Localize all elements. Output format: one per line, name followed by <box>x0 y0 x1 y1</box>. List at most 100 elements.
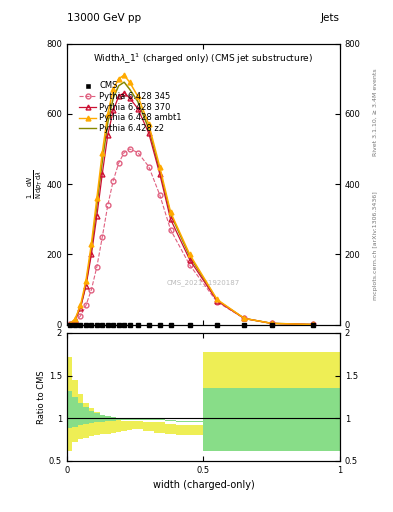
Pythia 6.428 z2 <box>122 79 127 86</box>
Pythia 6.428 z2 <box>116 82 121 89</box>
Pythia 6.428 345 <box>242 315 247 322</box>
Pythia 6.428 ambt1 <box>136 93 140 99</box>
Pythia 6.428 z2 <box>84 281 88 287</box>
Pythia 6.428 z2 <box>310 322 315 328</box>
Text: 13000 GeV pp: 13000 GeV pp <box>67 13 141 23</box>
Pythia 6.428 z2 <box>168 211 173 217</box>
Pythia 6.428 370 <box>100 170 105 177</box>
Pythia 6.428 370 <box>242 315 247 322</box>
Pythia 6.428 ambt1 <box>100 150 105 156</box>
Pythia 6.428 370 <box>94 212 99 219</box>
Pythia 6.428 ambt1 <box>89 241 94 247</box>
Pythia 6.428 z2 <box>111 95 116 101</box>
Pythia 6.428 ambt1 <box>84 278 88 284</box>
CMS <box>94 322 99 328</box>
Pythia 6.428 z2 <box>157 167 162 173</box>
Pythia 6.428 370 <box>147 130 151 136</box>
Pythia 6.428 345 <box>122 150 127 156</box>
CMS <box>73 322 77 328</box>
Pythia 6.428 370 <box>310 322 315 328</box>
Text: Rivet 3.1.10, ≥ 3.4M events: Rivet 3.1.10, ≥ 3.4M events <box>373 69 378 157</box>
Pythia 6.428 ambt1 <box>111 86 116 92</box>
Pythia 6.428 z2 <box>242 315 247 322</box>
Pythia 6.428 z2 <box>78 304 83 310</box>
CMS <box>100 322 105 328</box>
Pythia 6.428 z2 <box>105 119 110 125</box>
Pythia 6.428 345 <box>269 321 274 327</box>
Pythia 6.428 ambt1 <box>310 322 315 328</box>
CMS <box>105 322 110 328</box>
X-axis label: width (charged-only): width (charged-only) <box>152 480 254 490</box>
Pythia 6.428 345 <box>78 313 83 319</box>
Line: Pythia 6.428 ambt1: Pythia 6.428 ambt1 <box>67 73 315 327</box>
Pythia 6.428 345 <box>136 150 140 156</box>
Pythia 6.428 ambt1 <box>147 121 151 127</box>
Pythia 6.428 ambt1 <box>73 316 77 322</box>
Pythia 6.428 370 <box>269 321 274 327</box>
Pythia 6.428 ambt1 <box>242 315 247 322</box>
CMS <box>168 322 173 328</box>
Pythia 6.428 z2 <box>187 253 192 259</box>
Pythia 6.428 370 <box>116 93 121 99</box>
Text: Jets: Jets <box>321 13 340 23</box>
Pythia 6.428 ambt1 <box>67 321 72 327</box>
Pythia 6.428 z2 <box>147 125 151 132</box>
Pythia 6.428 345 <box>67 321 72 327</box>
Pythia 6.428 z2 <box>127 86 132 92</box>
CMS <box>89 322 94 328</box>
Y-axis label: $\frac{1}{\mathrm{N}}\frac{\mathrm{d}N}{\mathrm{d}p_T\,\mathrm{d}\lambda}$: $\frac{1}{\mathrm{N}}\frac{\mathrm{d}N}{… <box>25 169 45 199</box>
Pythia 6.428 345 <box>94 264 99 270</box>
Pythia 6.428 z2 <box>136 98 140 104</box>
Pythia 6.428 370 <box>78 305 83 311</box>
Pythia 6.428 370 <box>105 132 110 138</box>
Pythia 6.428 z2 <box>100 158 105 164</box>
Pythia 6.428 345 <box>215 299 219 305</box>
Pythia 6.428 345 <box>187 262 192 268</box>
Pythia 6.428 ambt1 <box>78 303 83 309</box>
Line: CMS: CMS <box>67 323 315 327</box>
Pythia 6.428 370 <box>111 107 116 113</box>
CMS <box>122 322 127 328</box>
Pythia 6.428 z2 <box>215 297 219 303</box>
CMS <box>84 322 88 328</box>
Pythia 6.428 345 <box>105 202 110 208</box>
Pythia 6.428 370 <box>122 90 127 96</box>
Pythia 6.428 ambt1 <box>157 163 162 169</box>
Pythia 6.428 345 <box>310 322 315 328</box>
CMS <box>157 322 162 328</box>
CMS <box>310 322 315 328</box>
CMS <box>269 322 274 328</box>
Text: Width$\lambda\_1^1$ (charged only) (CMS jet substructure): Width$\lambda\_1^1$ (charged only) (CMS … <box>93 52 314 67</box>
Pythia 6.428 ambt1 <box>105 111 110 117</box>
Pythia 6.428 370 <box>136 105 140 112</box>
Pythia 6.428 ambt1 <box>127 79 132 86</box>
CMS <box>111 322 116 328</box>
CMS <box>78 322 83 328</box>
Pythia 6.428 345 <box>147 163 151 169</box>
Pythia 6.428 z2 <box>94 202 99 208</box>
Pythia 6.428 370 <box>89 251 94 258</box>
Pythia 6.428 345 <box>111 178 116 184</box>
Text: CMS_2021_I1920187: CMS_2021_I1920187 <box>167 279 240 286</box>
Pythia 6.428 370 <box>127 95 132 101</box>
Line: Pythia 6.428 370: Pythia 6.428 370 <box>67 90 315 327</box>
CMS <box>242 322 247 328</box>
Pythia 6.428 345 <box>127 146 132 152</box>
Pythia 6.428 ambt1 <box>94 195 99 201</box>
Pythia 6.428 345 <box>73 319 77 325</box>
Pythia 6.428 370 <box>187 257 192 263</box>
Line: Pythia 6.428 z2: Pythia 6.428 z2 <box>70 82 313 325</box>
Pythia 6.428 345 <box>100 234 105 240</box>
Pythia 6.428 370 <box>168 216 173 222</box>
Pythia 6.428 370 <box>215 298 219 304</box>
Pythia 6.428 z2 <box>89 246 94 252</box>
Line: Pythia 6.428 345: Pythia 6.428 345 <box>67 146 315 327</box>
CMS <box>67 322 72 328</box>
CMS <box>136 322 140 328</box>
Pythia 6.428 ambt1 <box>116 76 121 82</box>
Pythia 6.428 370 <box>157 170 162 177</box>
CMS <box>187 322 192 328</box>
Pythia 6.428 345 <box>168 227 173 233</box>
Pythia 6.428 370 <box>84 283 88 289</box>
Pythia 6.428 345 <box>157 191 162 198</box>
